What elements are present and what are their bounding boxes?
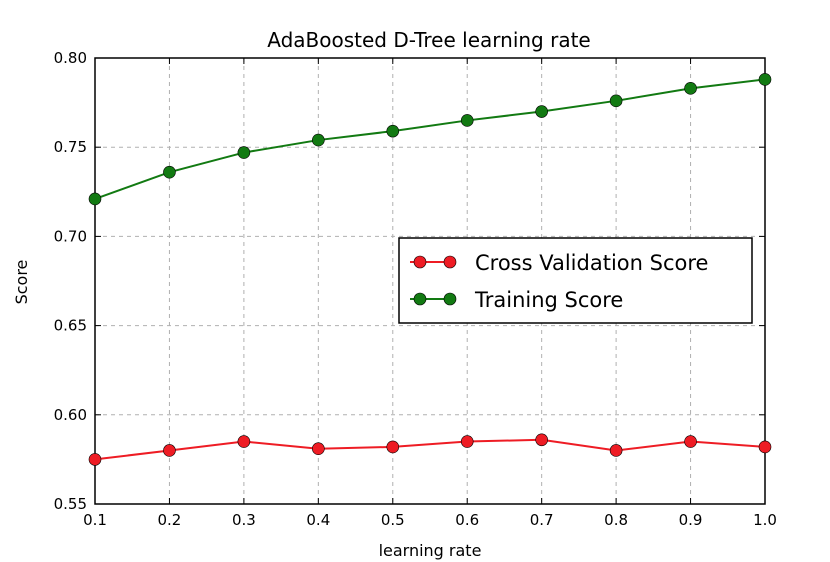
legend-entry: Cross Validation Score xyxy=(410,251,708,275)
legend-marker xyxy=(443,255,457,269)
y-tick-label: 0.60 xyxy=(54,406,87,424)
y-tick-label: 0.75 xyxy=(54,138,87,156)
legend: Cross Validation Score Training Score xyxy=(398,237,753,324)
data-point xyxy=(88,453,102,466)
data-point xyxy=(312,442,325,455)
x-tick-label: 0.9 xyxy=(679,511,703,529)
plot-frame xyxy=(94,57,766,505)
data-point xyxy=(758,440,772,454)
data-point xyxy=(312,133,325,147)
legend-marker xyxy=(413,255,427,269)
series-layer xyxy=(88,73,772,466)
legend-label: Cross Validation Score xyxy=(475,251,708,275)
data-point xyxy=(609,444,623,457)
series-line xyxy=(94,438,766,461)
x-tick-label: 0.4 xyxy=(306,511,330,529)
x-axis-label: learning rate xyxy=(379,541,482,560)
series-0 xyxy=(88,433,772,466)
data-point xyxy=(88,192,102,206)
data-point xyxy=(386,124,400,138)
data-point xyxy=(609,94,623,108)
legend-label: Training Score xyxy=(474,288,623,312)
data-point xyxy=(163,444,176,457)
data-point xyxy=(535,433,548,447)
y-axis-ticks: 0.55 0.60 0.65 0.70 0.75 0.80 xyxy=(54,49,765,513)
data-point xyxy=(460,435,474,448)
chart-title: AdaBoosted D-Tree learning rate xyxy=(267,28,590,52)
series-line xyxy=(94,78,766,200)
data-point xyxy=(535,105,548,118)
legend-marker xyxy=(413,292,427,306)
x-tick-label: 0.1 xyxy=(83,511,107,529)
series-1 xyxy=(88,73,772,206)
x-tick-label: 0.6 xyxy=(455,511,479,529)
x-tick-label: 0.2 xyxy=(158,511,182,529)
y-tick-label: 0.65 xyxy=(54,317,87,335)
data-point xyxy=(758,73,772,86)
x-tick-label: 0.5 xyxy=(381,511,405,529)
x-tick-label: 0.3 xyxy=(232,511,256,529)
x-tick-label: 1.0 xyxy=(753,511,777,529)
y-tick-label: 0.55 xyxy=(54,495,87,513)
data-point xyxy=(386,440,400,454)
data-point xyxy=(237,435,251,448)
y-tick-label: 0.80 xyxy=(54,49,87,67)
y-tick-label: 0.70 xyxy=(54,227,87,245)
data-point xyxy=(460,114,474,127)
data-point xyxy=(684,82,697,95)
x-tick-label: 0.8 xyxy=(604,511,628,529)
legend-entry: Training Score xyxy=(410,288,623,312)
data-point xyxy=(684,435,697,448)
legend-box xyxy=(398,237,753,324)
y-axis-label: Score xyxy=(12,260,31,305)
data-point xyxy=(237,146,251,159)
legend-marker xyxy=(443,292,457,306)
data-point xyxy=(163,165,176,179)
x-tick-label: 0.7 xyxy=(530,511,554,529)
x-axis-ticks: 0.1 0.2 0.3 0.4 0.5 0.6 0.7 0.8 0.9 1.0 xyxy=(83,58,777,529)
